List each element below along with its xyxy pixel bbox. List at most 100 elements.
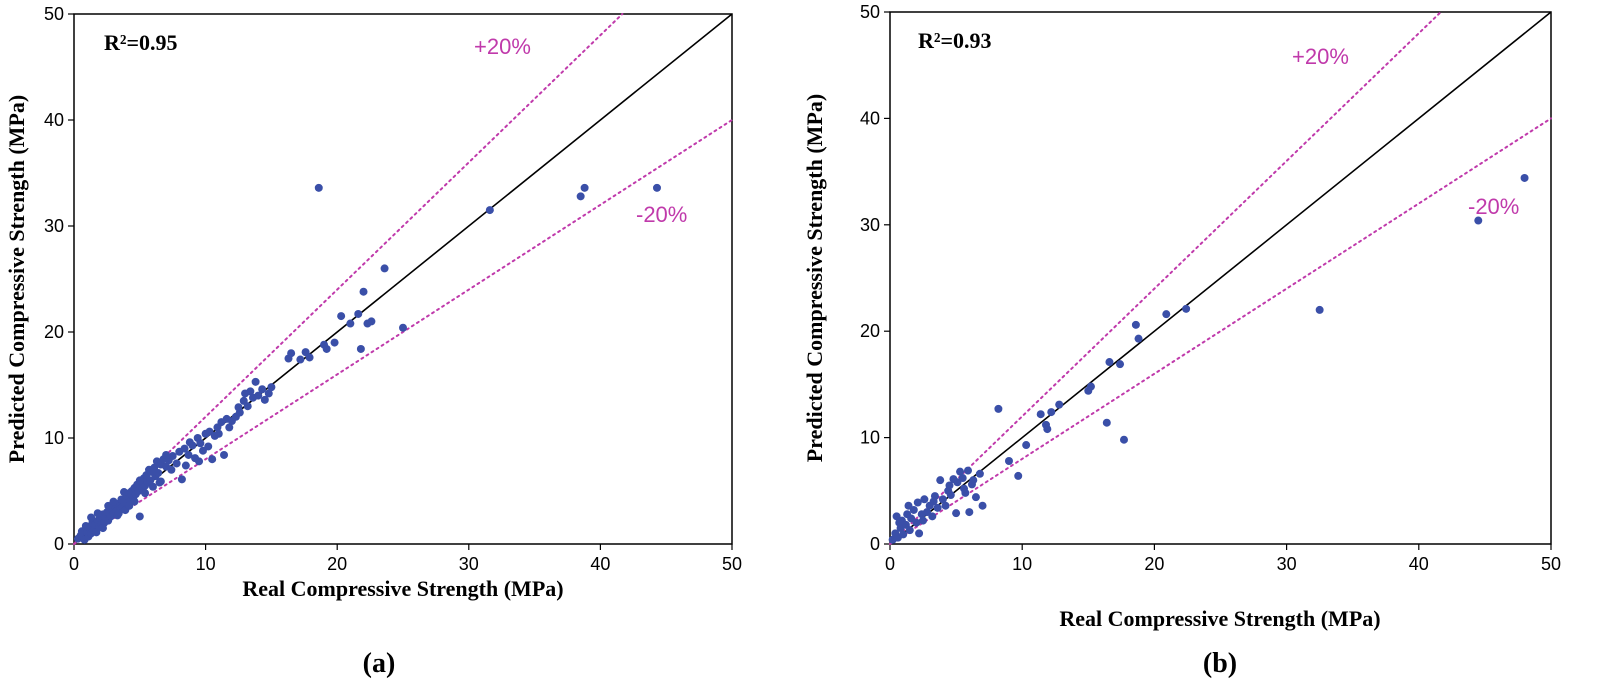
x-tick-label-a: 10 (196, 554, 216, 574)
y-tick-label-b: 30 (860, 215, 880, 235)
data-point-b (1182, 305, 1190, 313)
data-point-a (178, 475, 186, 483)
data-point-b (969, 476, 977, 484)
x-tick-label-a: 40 (590, 554, 610, 574)
data-point-a (87, 514, 95, 522)
data-point-b (959, 474, 967, 482)
data-point-a (653, 184, 661, 192)
data-point-a (360, 288, 368, 296)
data-point-a (367, 317, 375, 325)
data-point-a (208, 455, 216, 463)
data-point-b (1521, 174, 1529, 182)
data-point-b (1120, 436, 1128, 444)
data-point-a (252, 378, 260, 386)
x-tick-label-b: 50 (1541, 554, 1561, 574)
data-point-b (920, 495, 928, 503)
data-point-b (1135, 335, 1143, 343)
data-point-b (1043, 425, 1051, 433)
data-point-b (930, 497, 938, 505)
data-point-b (928, 512, 936, 520)
data-point-b (895, 519, 903, 527)
data-point-b (1162, 310, 1170, 318)
y-tick-label-b: 40 (860, 108, 880, 128)
data-point-a (258, 385, 266, 393)
data-point-a (196, 439, 204, 447)
data-point-b (915, 529, 923, 537)
data-point-b (905, 502, 913, 510)
data-point-b (942, 502, 950, 510)
data-point-a (244, 402, 252, 410)
x-tick-label-a: 30 (459, 554, 479, 574)
data-point-a (296, 356, 304, 364)
data-point-a (357, 345, 365, 353)
y-tick-label-a: 50 (44, 4, 64, 24)
x-axis-title-b: Real Compressive Strength (MPa) (1059, 606, 1380, 631)
data-point-a (306, 353, 314, 361)
data-point-a (265, 389, 273, 397)
data-point-b (964, 467, 972, 475)
plus-band-label-a: +20% (474, 34, 531, 59)
plus-band-label-b: +20% (1292, 44, 1349, 69)
data-point-a (136, 476, 144, 484)
x-tick-label-b: 10 (1012, 554, 1032, 574)
data-point-b (1087, 383, 1095, 391)
data-point-b (906, 526, 914, 534)
data-point-a (581, 184, 589, 192)
panel-label-b: (b) (1203, 648, 1237, 679)
y-tick-label-b: 50 (860, 2, 880, 22)
data-point-a (486, 206, 494, 214)
data-point-a (115, 509, 123, 517)
data-point-a (149, 467, 157, 475)
data-point-a (157, 477, 165, 485)
scatter-figure: 0 10 20 30 40 5001020304050 R²=0.95 +20% -20%… (0, 0, 1605, 700)
x-axis-title-a: Real Compressive Strength (MPa) (242, 576, 563, 601)
x-tick-label-a: 20 (327, 554, 347, 574)
data-point-b (947, 491, 955, 499)
r2-label-a: R²=0.95 (104, 30, 178, 55)
data-point-a (99, 524, 107, 532)
data-point-a (167, 466, 175, 474)
y-tick-label-a: 0 (54, 534, 64, 554)
x-tick-label-a: 0 (69, 554, 79, 574)
data-point-b (1105, 358, 1113, 366)
data-point-a (323, 345, 331, 353)
data-point-a (136, 512, 144, 520)
x-tick-label-b: 20 (1144, 554, 1164, 574)
data-point-a (235, 403, 243, 411)
y-tick-label-a: 30 (44, 216, 64, 236)
data-point-a (331, 339, 339, 347)
panel-label-a: (a) (363, 648, 396, 679)
data-point-a (182, 462, 190, 470)
data-point-a (399, 324, 407, 332)
data-point-b (1005, 457, 1013, 465)
data-point-b (1132, 321, 1140, 329)
data-point-a (315, 184, 323, 192)
r2-label-b: R²=0.93 (918, 28, 992, 53)
data-point-a (204, 442, 212, 450)
data-point-b (972, 493, 980, 501)
data-point-a (149, 483, 157, 491)
data-point-a (577, 192, 585, 200)
data-point-b (994, 405, 1002, 413)
data-point-b (919, 517, 927, 525)
data-point-b (976, 470, 984, 478)
y-tick-label-b: 10 (860, 428, 880, 448)
data-point-a (94, 509, 102, 517)
data-point-a (220, 451, 228, 459)
data-point-a (162, 451, 170, 459)
data-point-b (1316, 306, 1324, 314)
data-point-a (354, 310, 362, 318)
data-point-a (173, 459, 181, 467)
data-point-b (899, 530, 907, 538)
y-tick-label-b: 20 (860, 321, 880, 341)
data-point-a (215, 430, 223, 438)
y-tick-label-b: 0 (870, 534, 880, 554)
y-axis-title-b: Predicted Compressive Strength (MPa) (802, 94, 827, 462)
x-tick-label-b: 0 (885, 554, 895, 574)
data-point-a (82, 522, 90, 530)
data-point-a (241, 389, 249, 397)
panel-a: 0 10 20 30 40 50 0 10 20 30 40 50 R²=0.95 +20% -20%… (4, 4, 742, 679)
data-point-a (120, 488, 128, 496)
y-tick-label-a: 40 (44, 110, 64, 130)
data-point-b (1014, 472, 1022, 480)
